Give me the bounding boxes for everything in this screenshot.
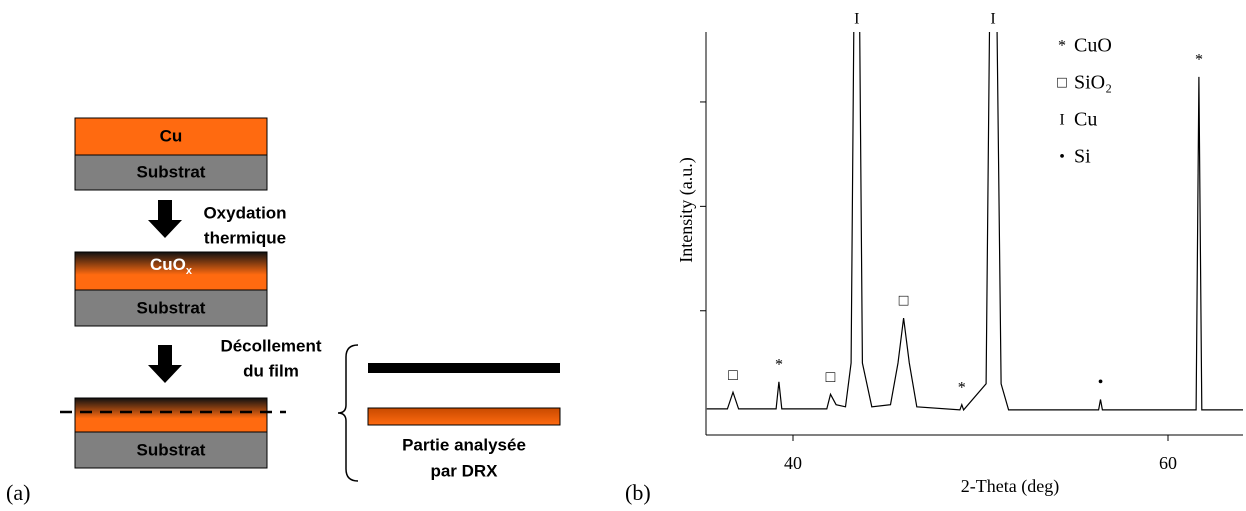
peak-marker: * [958,379,966,396]
peak-marker: □ [826,369,836,386]
peak-marker: □ [728,367,738,384]
arrow [148,200,182,238]
legend-symbol: I [1059,112,1064,129]
chart: (b) 2-Theta (deg) Intensity (a.u.) 40 60 □… [625,11,1243,505]
cuox-layer [74,251,268,291]
brace [337,344,359,482]
cuox-layer [74,397,268,433]
y-axis-label: Intensity (a.u.) [676,157,697,262]
arrow [148,345,182,383]
substrate-label: Substrat [137,440,206,459]
peak-marker: * [1195,52,1203,69]
step-label: Oxydation [203,203,286,222]
analysed-label: par DRX [430,461,498,480]
legend-symbol: * [1058,38,1066,55]
legend-label: SiO₂ [1074,72,1112,94]
legend-label: Si [1074,146,1091,168]
step-label: Décollement [220,336,321,355]
substrate [74,289,268,327]
xrd-curve [706,32,1243,412]
cuox-label: CuOx [150,255,193,276]
peak-marker: □ [899,293,909,310]
peak-marker: * [775,356,783,373]
step-label: du film [243,361,299,380]
analysed-bar [367,407,561,426]
legend-symbol: □ [1057,75,1067,92]
x-axis-label: 2-Theta (deg) [961,476,1059,497]
cu-layer [74,117,268,156]
substrate-label: Substrat [137,162,206,181]
substrate [74,431,268,469]
legend-label: Cu [1074,109,1097,131]
film-bar [368,363,560,373]
analysed-label: Partie analysée [402,435,526,454]
peak-marker: I [854,11,859,28]
x-tick-label: 60 [1159,453,1177,473]
legend-symbol: • [1059,149,1065,166]
peak-marker: • [1098,374,1104,391]
x-tick-label: 40 [784,453,802,473]
panel-label: (a) [6,480,30,505]
step-label: thermique [204,228,286,247]
cu-label: Cu [160,126,183,145]
panel-label: (b) [625,480,651,505]
legend-label: CuO [1074,35,1112,57]
substrate [74,154,268,191]
peak-marker: I [990,11,995,28]
substrate-label: Substrat [137,298,206,317]
diagram: Cu Substrat Oxydation thermique CuOx Sub… [6,117,561,505]
